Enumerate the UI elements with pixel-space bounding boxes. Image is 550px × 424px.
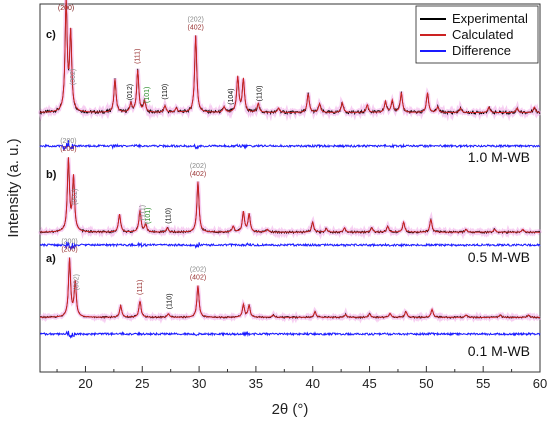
- x-tick-label: 50: [419, 376, 433, 391]
- panel-2-calculated-line: [40, 257, 541, 318]
- panel-1-hkl-label: (002): [72, 189, 79, 205]
- panel-1-difference-line: [39, 241, 541, 250]
- panel-1-letter: b): [46, 169, 57, 181]
- panel-2-letter: a): [46, 253, 56, 265]
- x-axis-title: 2θ (°): [272, 401, 309, 418]
- panel-2-hkl-label: (110): [167, 293, 174, 309]
- panel-0-sample-label: 1.0 M-WB: [468, 149, 530, 165]
- panel-1-hkl-label: (200): [60, 138, 76, 145]
- legend: Experimental Calculated Difference: [415, 5, 539, 64]
- panel-1-hkl-label: (110): [165, 208, 172, 224]
- panel-1-hkl-label: (200): [60, 146, 76, 153]
- panel-0-hkl-label: (110): [256, 86, 263, 102]
- panel-0-hkl-label: (200): [58, 5, 74, 12]
- panel-1-hkl-label: (101): [145, 208, 152, 224]
- legend-label-experimental: Experimental: [452, 11, 528, 26]
- legend-label-difference: Difference: [452, 43, 511, 58]
- x-tick-label: 35: [249, 376, 263, 391]
- panel-0-hkl-label: (111): [135, 49, 142, 64]
- panel-0-hkl-label: (110): [162, 84, 169, 100]
- panel-2-hkl-label: (202): [190, 266, 206, 273]
- panel-1-hkl-label: (402): [190, 171, 206, 178]
- panel-0-difference-line: [39, 140, 541, 151]
- panel-1-hkl-label: (202): [190, 163, 206, 170]
- x-tick-label: 25: [135, 376, 149, 391]
- legend-label-calculated: Calculated: [452, 27, 513, 42]
- x-tick-label: 20: [78, 376, 92, 391]
- panels-group: c)1.0 M-WB(200)(200)(002)(111)(012) (101)…: [38, 0, 542, 359]
- panel-1-hkl-label: (111): [139, 205, 146, 220]
- panel-0: c)1.0 M-WB(200)(200)(002)(111)(012) (101)…: [38, 0, 542, 165]
- panel-1-calculated-line: [39, 157, 540, 233]
- y-axis-title: Intensity (a. u.): [5, 138, 22, 237]
- panel-0-hkl-label: (104): [228, 88, 235, 104]
- panel-1: b)0.5 M-WB(200)(200)(002)(111)(101) (110)…: [38, 138, 542, 265]
- panel-1-sample-label: 0.5 M-WB: [468, 249, 530, 265]
- panel-2-hkl-label: (111): [137, 280, 144, 295]
- panel-0-hkl-label: (101): [144, 87, 151, 103]
- x-tick-label: 60: [533, 376, 547, 391]
- x-tick-label: 55: [476, 376, 490, 391]
- x-axis: 20 25 30 35 40 45 50 55 60: [56, 366, 547, 391]
- x-tick-label: 40: [305, 376, 319, 391]
- panel-0-hkl-label: (202): [188, 16, 204, 23]
- panel-0-hkl-label: (402): [188, 24, 204, 31]
- panel-2-hkl-label: (200): [61, 247, 77, 254]
- panel-0-hkl-label: (012): [127, 84, 134, 100]
- panel-0-letter: c): [46, 29, 56, 41]
- panel-2-hkl-label: (200): [61, 239, 77, 246]
- panel-2-sample-label: 0.1 M-WB: [468, 343, 530, 359]
- panel-0-hkl-label: (002): [70, 69, 77, 85]
- x-tick-label: 45: [362, 376, 376, 391]
- panel-2: a) 0.1 M-WB (200)(200) (002) (111) (110) (202)…: [39, 239, 542, 359]
- panel-2-hkl-label: (402): [190, 274, 206, 281]
- panel-2-hkl-label: (002): [73, 274, 80, 290]
- panel-0-hkl-label: (200): [58, 5, 74, 12]
- panel-2-difference-line: [39, 330, 541, 339]
- panel-0-calculated-line: [39, 0, 541, 113]
- x-tick-label: 30: [192, 376, 206, 391]
